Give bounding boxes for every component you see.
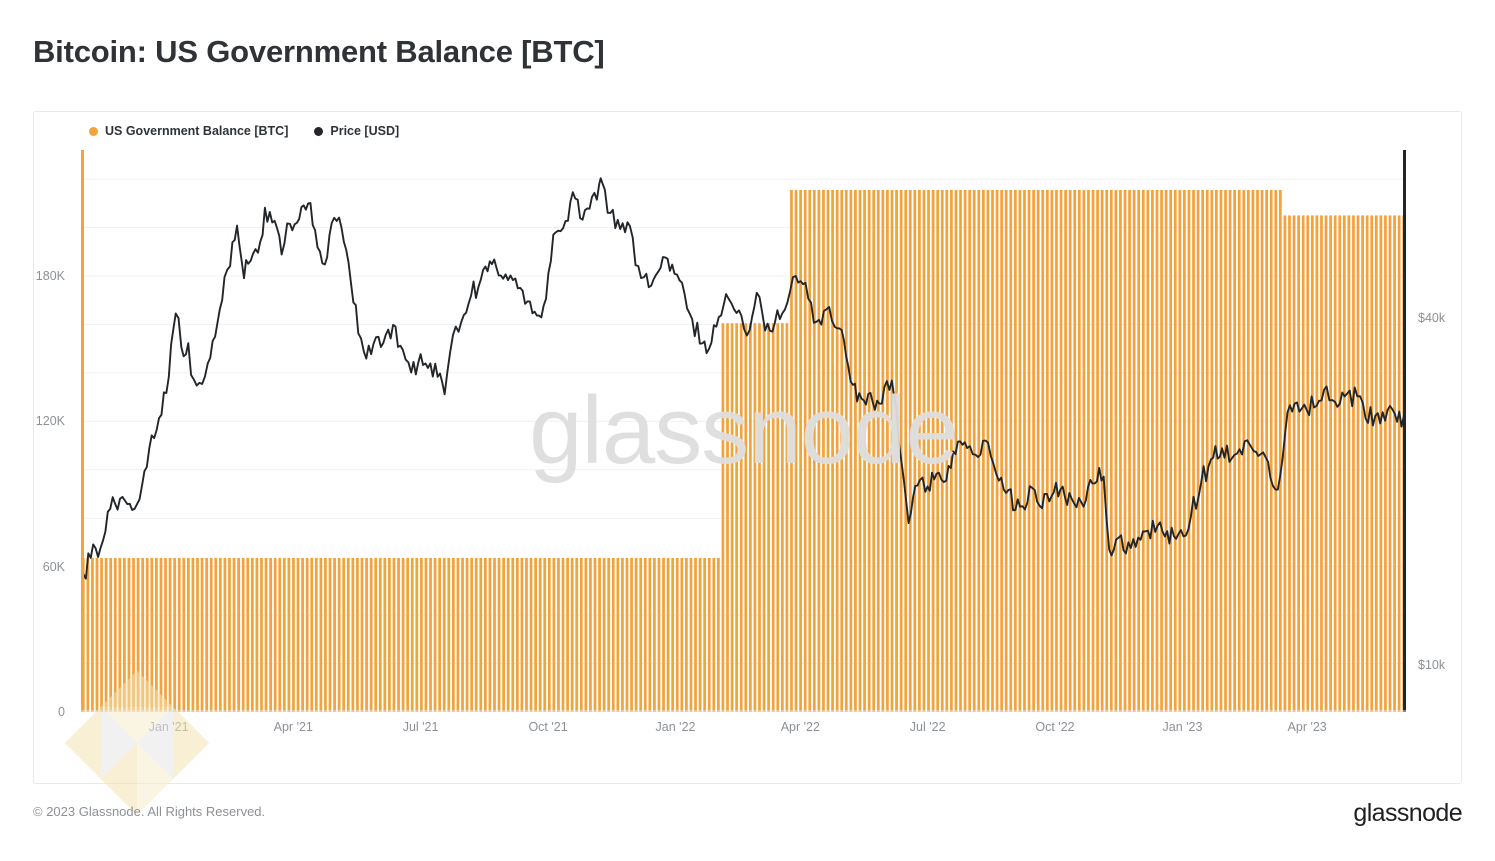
left-axis-tick: 180K (35, 268, 65, 283)
left-axis-tick: 0 (58, 705, 65, 719)
x-axis-tick: Jan '22 (655, 720, 696, 734)
x-axis-tick: Jul '21 (402, 720, 439, 734)
right-axis-tick: $40k (1418, 310, 1446, 325)
chart-canvas (81, 150, 1406, 712)
left-axis-tick: 120K (35, 414, 65, 429)
balance-bars (81, 189, 1406, 712)
x-axis-tick: Jan '21 (148, 720, 189, 734)
left-axis-tick: 60K (42, 559, 65, 574)
legend-item-label: US Government Balance [BTC] (105, 124, 289, 138)
right-axis-tick: $10k (1418, 658, 1446, 673)
x-axis-tick: Jul '22 (909, 720, 946, 734)
x-axis-tick: Apr '21 (273, 720, 313, 734)
x-axis-tick: Jan '23 (1162, 720, 1203, 734)
orange-dot-icon (89, 126, 98, 136)
footer-copyright: © 2023 Glassnode. All Rights Reserved. (33, 804, 266, 819)
price-line (81, 177, 1406, 583)
black-dot-icon (314, 126, 324, 136)
x-axis-tick: Apr '22 (780, 720, 820, 734)
plot-area: glassnode (81, 150, 1406, 712)
page-title: Bitcoin: US Government Balance [BTC] (33, 34, 605, 69)
x-axis-tick: Apr '23 (1287, 720, 1327, 734)
legend-item-price[interactable]: Price [USD] (314, 124, 399, 138)
legend-item-balance[interactable]: US Government Balance [BTC] (89, 124, 288, 138)
x-axis-tick: Oct '22 (1035, 720, 1075, 734)
x-axis-tick: Oct '21 (528, 720, 568, 734)
chart-legend: US Government Balance [BTC] Price [USD] (89, 124, 399, 138)
glassnode-logo: glassnode (1353, 799, 1462, 827)
legend-item-label: Price [USD] (330, 124, 400, 138)
chart-card: US Government Balance [BTC] Price [USD] … (33, 111, 1462, 784)
